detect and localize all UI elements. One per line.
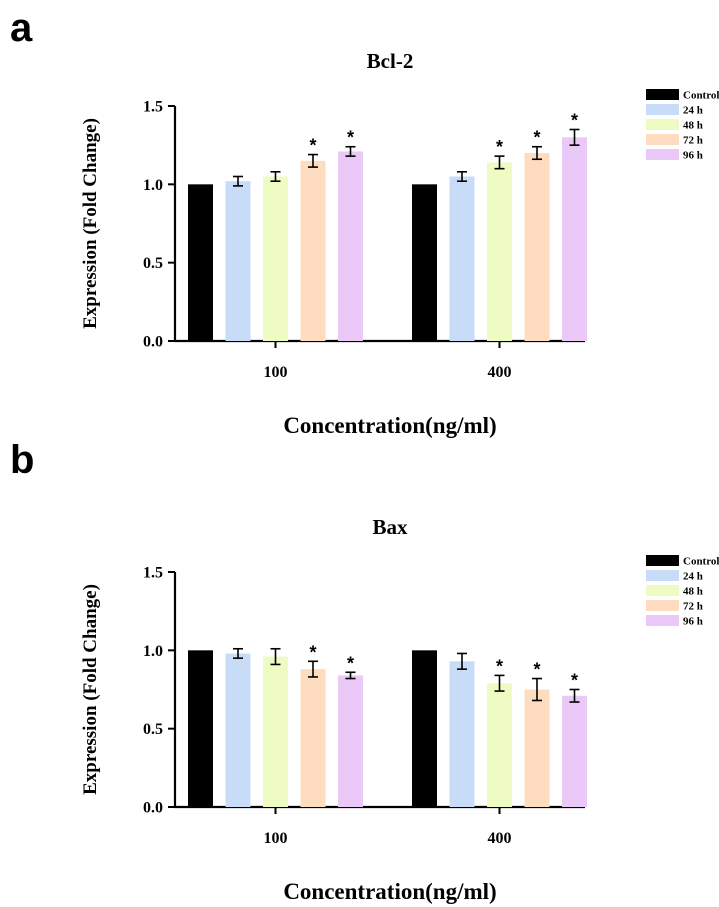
bar: [338, 675, 363, 807]
bar: [188, 650, 213, 807]
significance-marker: *: [347, 128, 354, 148]
legend-label: 24 h: [683, 105, 703, 117]
bar: [562, 695, 587, 807]
bcl2-bar-chart: Bcl-2 Expression (Fold Change) 0.0 0.5 1.0 1.…: [80, 49, 719, 438]
significance-marker: *: [309, 642, 316, 662]
bar: [225, 181, 251, 341]
x-axis-label: Concentration(ng/ml): [283, 879, 496, 904]
y-tick-label: 0.5: [143, 255, 163, 272]
legend-label: 48 h: [683, 586, 703, 598]
bar: [263, 176, 288, 341]
x-category-label: 100: [264, 830, 288, 847]
x-axis-label: Concentration(ng/ml): [283, 413, 496, 438]
y-tick-label: 0.0: [143, 334, 163, 351]
significance-marker: *: [571, 111, 578, 131]
bar: [225, 653, 251, 807]
legend-swatch: [646, 555, 679, 566]
significance-marker: *: [309, 136, 316, 156]
legend-label: 72 h: [683, 601, 703, 613]
significance-marker: *: [533, 660, 540, 680]
y-axis-label: Expression (Fold Change): [80, 584, 101, 795]
panel-letter-a: a: [10, 6, 33, 50]
y-tick-label: 1.5: [143, 565, 163, 582]
legend-swatch: [646, 119, 679, 130]
y-tick-label: 1.5: [143, 99, 163, 116]
bar: [412, 650, 437, 807]
legend-swatch: [646, 570, 679, 581]
legend-swatch: [646, 615, 679, 626]
panel-letter-b: b: [10, 438, 35, 482]
legend-label: 48 h: [683, 120, 703, 132]
legend-swatch: [646, 104, 679, 115]
legend-swatch: [646, 149, 679, 160]
significance-marker: *: [496, 656, 503, 676]
bar: [524, 689, 550, 807]
bar: [338, 151, 363, 341]
y-axis-label: Expression (Fold Change): [80, 118, 101, 329]
bar: [263, 656, 288, 807]
bar: [412, 184, 437, 341]
x-category-label: 400: [488, 830, 512, 847]
x-category-label: 400: [488, 364, 512, 381]
legend-label: 24 h: [683, 571, 703, 583]
bax-bar-chart: Bax Expression (Fold Change) 0.0 0.5 1.0 1.5 1…: [80, 515, 719, 904]
bar: [300, 160, 326, 341]
y-tick-label: 1.0: [143, 643, 163, 660]
significance-marker: *: [496, 137, 503, 157]
bar: [449, 661, 475, 807]
y-tick-label: 1.0: [143, 177, 163, 194]
bar: [487, 683, 512, 807]
legend-swatch: [646, 585, 679, 596]
legend-label: Control: [683, 90, 719, 102]
legend-label: 96 h: [683, 616, 703, 628]
x-category-label: 100: [264, 364, 288, 381]
legend-swatch: [646, 134, 679, 145]
bar: [188, 184, 213, 341]
legend-swatch: [646, 600, 679, 611]
bar: [562, 137, 587, 341]
legend-label: 72 h: [683, 135, 703, 147]
legend-label: 96 h: [683, 150, 703, 162]
significance-marker: *: [347, 653, 354, 673]
chart-title: Bax: [372, 515, 408, 539]
legend-label: Control: [683, 556, 719, 568]
bar: [487, 162, 512, 341]
bar: [524, 153, 550, 341]
bar: [449, 176, 475, 341]
legend-swatch: [646, 89, 679, 100]
bar: [300, 669, 326, 807]
significance-marker: *: [571, 671, 578, 691]
y-tick-label: 0.5: [143, 721, 163, 738]
y-tick-label: 0.0: [143, 800, 163, 817]
significance-marker: *: [533, 128, 540, 148]
chart-title: Bcl-2: [367, 49, 414, 73]
